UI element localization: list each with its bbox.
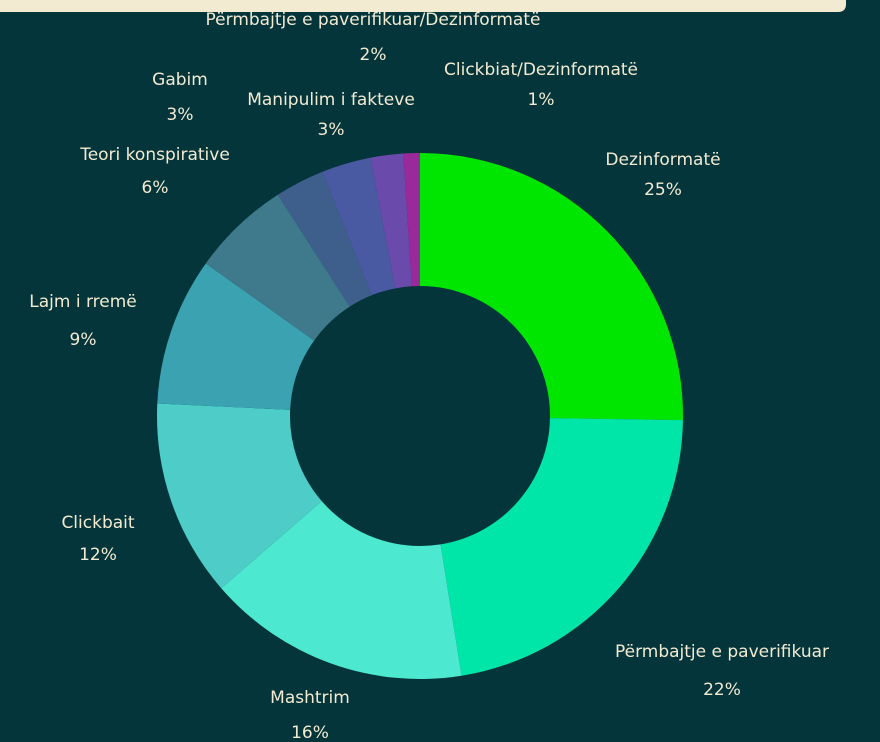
value-label: 3%	[167, 105, 194, 125]
top-bar	[0, 0, 846, 12]
slice	[370, 153, 412, 289]
slice-label: Mashtrim	[270, 688, 350, 708]
value-label: 25%	[644, 180, 682, 200]
slice-label: Lajm i rremë	[29, 292, 137, 312]
slice-label: Teori konspirative	[79, 145, 230, 165]
slice-label: Clickbait	[61, 513, 134, 533]
slice	[221, 501, 462, 679]
value-label: 2%	[360, 45, 387, 65]
slice-label: Përmbajtje e paverifikuar	[615, 642, 829, 662]
slice	[440, 418, 683, 676]
value-label: 1%	[528, 90, 555, 110]
value-label: 9%	[70, 330, 97, 350]
value-label: 16%	[291, 723, 329, 742]
slice-label: Përmbajtje e paverifikuar/Dezinformatë	[206, 10, 541, 30]
slice-label: Manipulim i fakteve	[247, 90, 415, 110]
slice	[205, 194, 350, 341]
slice	[157, 403, 322, 589]
slice-label: Gabim	[152, 70, 208, 90]
slice	[157, 263, 315, 410]
value-label: 6%	[142, 178, 169, 198]
slice-label: Dezinformatë	[605, 150, 720, 170]
slice	[420, 153, 683, 421]
slice	[403, 153, 420, 287]
value-label: 22%	[703, 680, 741, 700]
value-label: 12%	[79, 545, 117, 565]
slice-label: Clickbiat/Dezinformatë	[444, 60, 638, 80]
value-label: 3%	[318, 120, 345, 140]
slice	[322, 157, 396, 296]
slice	[277, 171, 372, 307]
